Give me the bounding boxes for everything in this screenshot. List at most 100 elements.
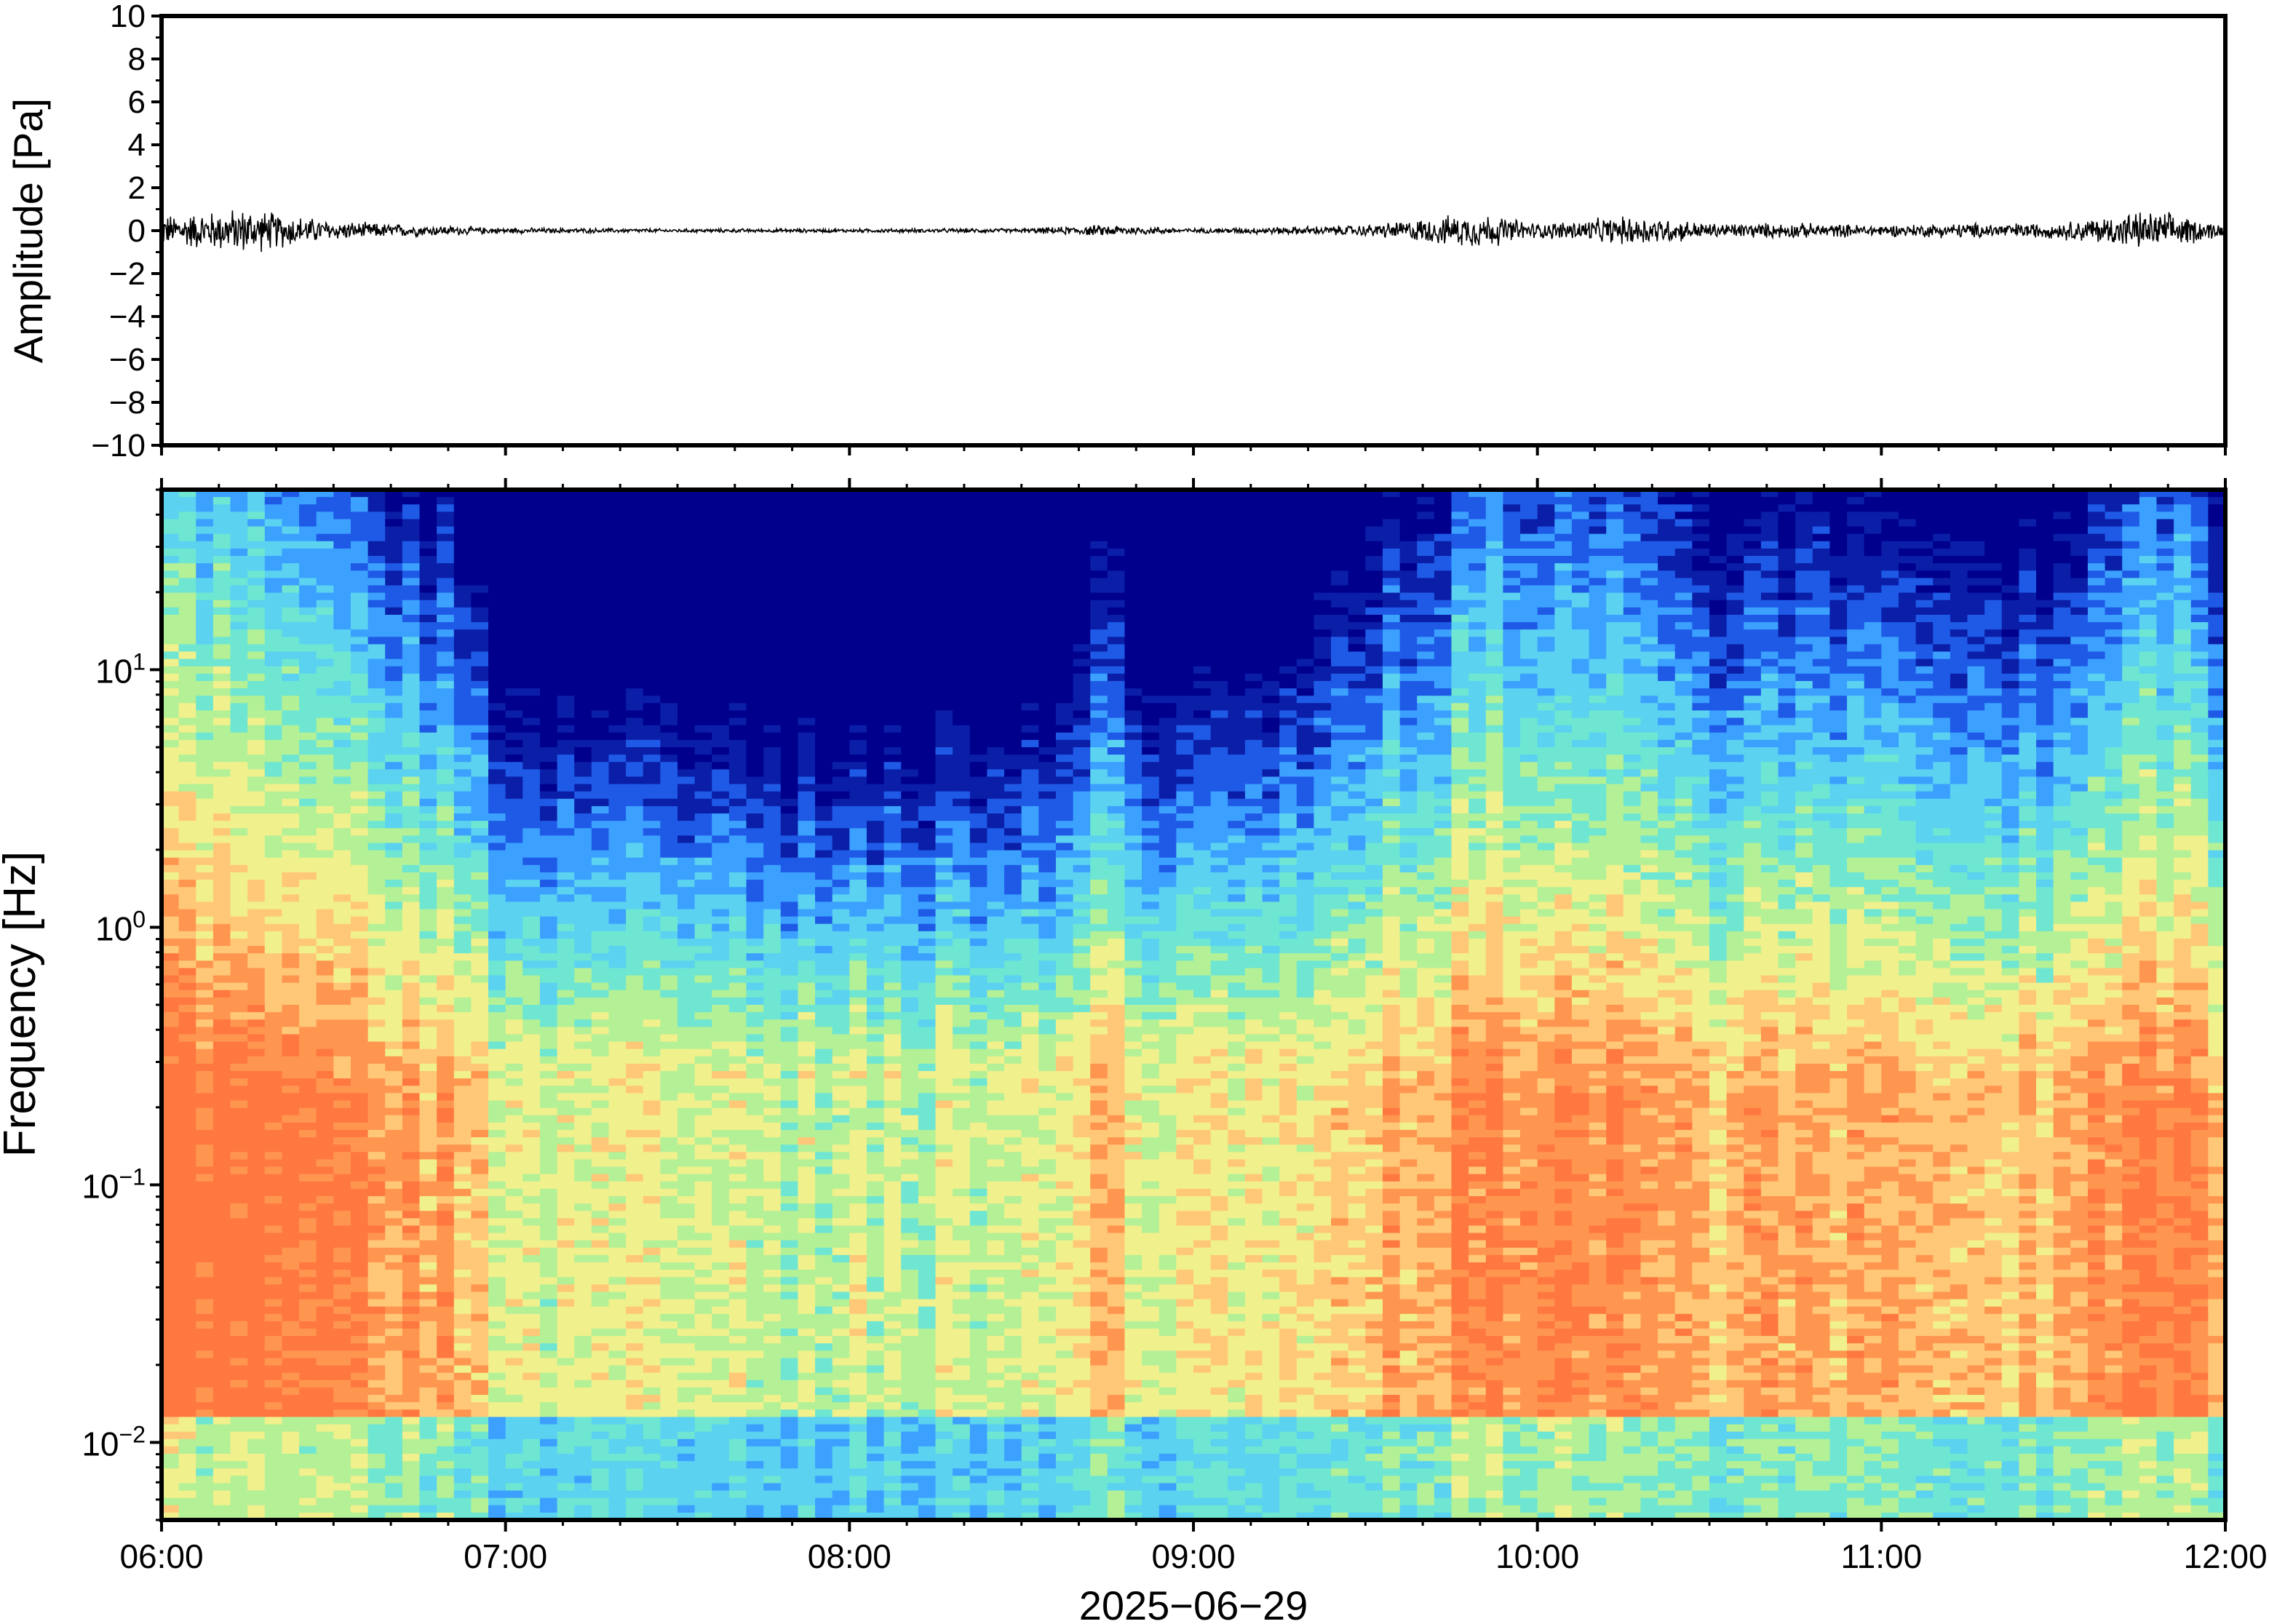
- spectrogram-cell: [453, 519, 472, 528]
- spectrogram-cell: [212, 909, 231, 918]
- spectrogram-cell: [522, 828, 541, 836]
- spectrogram-cell: [367, 1395, 386, 1403]
- spectrogram-cell: [746, 1034, 764, 1043]
- spectrogram-cell: [746, 909, 764, 918]
- spectrogram-cell: [471, 1387, 489, 1396]
- spectrogram-cell: [643, 1336, 661, 1344]
- spectrogram-cell: [608, 1225, 627, 1234]
- spectrogram-cell: [316, 1071, 334, 1079]
- spectrogram-cell: [299, 798, 317, 807]
- spectrogram-cell: [385, 556, 403, 564]
- spectrogram-cell: [643, 1417, 661, 1425]
- spectrogram-cell: [626, 710, 644, 719]
- spectrogram-cell: [574, 614, 592, 623]
- spectrogram-cell: [626, 1483, 644, 1492]
- spectrogram-cell: [333, 504, 351, 512]
- spectrogram-cell: [539, 1329, 558, 1337]
- spectrogram-cell: [437, 1453, 455, 1462]
- spectrogram-cell: [316, 1483, 334, 1492]
- spectrogram-cell: [522, 946, 541, 954]
- spectrogram-cell: [282, 1115, 300, 1123]
- spectrogram-cell: [557, 717, 575, 726]
- spectrogram-cell: [316, 1211, 334, 1219]
- spectrogram-cell: [367, 1284, 386, 1293]
- spectrogram-cell: [608, 960, 627, 969]
- spectrogram-cell: [677, 784, 696, 792]
- spectrogram-cell: [522, 1497, 541, 1506]
- spectrogram-cell: [677, 1203, 696, 1211]
- spectrogram-cell: [539, 990, 558, 998]
- spectrogram-cell: [712, 1387, 730, 1396]
- spectrogram-cell: [316, 1424, 334, 1433]
- spectrogram-cell: [333, 526, 351, 535]
- spectrogram-cell: [230, 725, 248, 733]
- spectrogram-cell: [230, 909, 248, 918]
- spectrogram-cell: [677, 1387, 696, 1396]
- spectrogram-cell: [591, 931, 610, 939]
- spectrogram-cell: [694, 526, 712, 535]
- spectrogram-cell: [316, 1291, 334, 1300]
- spectrogram-cell: [574, 1225, 592, 1234]
- spectrogram-cell: [419, 1284, 437, 1293]
- spectrogram-cell: [282, 1438, 300, 1447]
- spectrogram-cell: [557, 1086, 575, 1094]
- spectrogram-cell: [591, 1424, 610, 1433]
- spectrogram-cell: [746, 1424, 764, 1433]
- spectrogram-cell: [677, 1476, 696, 1484]
- spectrogram-cell: [488, 1262, 506, 1270]
- spectrogram-cell: [557, 644, 575, 653]
- spectrogram-cell: [522, 504, 541, 512]
- spectrogram-cell: [196, 717, 214, 726]
- spectrogram-cell: [694, 1247, 712, 1256]
- spectrogram-cell: [522, 578, 541, 586]
- spectrogram-cell: [488, 614, 506, 623]
- spectrogram-cell: [643, 1071, 661, 1079]
- spectrogram-cell: [522, 909, 541, 918]
- spectrogram-cell: [643, 784, 661, 792]
- spectrogram-cell: [660, 1313, 678, 1322]
- spectrogram-cell: [539, 666, 558, 674]
- spectrogram-cell: [162, 1211, 180, 1219]
- spectrogram-cell: [694, 533, 712, 542]
- spectrogram-cell: [626, 982, 644, 991]
- spectrogram-cell: [471, 1166, 489, 1175]
- spectrogram-cell: [333, 1497, 351, 1506]
- spectrogram-cell: [247, 850, 266, 859]
- spectrogram-cell: [522, 1005, 541, 1013]
- spectrogram-cell: [488, 880, 506, 888]
- spectrogram-cell: [196, 1218, 214, 1227]
- spectrogram-cell: [282, 1254, 300, 1263]
- spectrogram-cell: [694, 1306, 712, 1315]
- spectrogram-cell: [333, 622, 351, 630]
- spectrogram-cell: [212, 600, 231, 608]
- spectrogram-cell: [367, 894, 386, 902]
- spectrogram-cell: [230, 953, 248, 961]
- spectrogram-cell: [212, 1107, 231, 1116]
- spectrogram-cell: [539, 916, 558, 925]
- spectrogram-cell: [712, 1270, 730, 1278]
- spectrogram-cell: [626, 1107, 644, 1116]
- spectrogram-cell: [591, 526, 610, 535]
- spectrogram-cell: [557, 872, 575, 880]
- spectrogram-cell: [350, 1291, 369, 1300]
- spectrogram-cell: [196, 880, 214, 888]
- spectrogram-cell: [247, 1321, 266, 1329]
- spectrogram-cell: [264, 1329, 283, 1337]
- spectrogram-cell: [230, 1358, 248, 1366]
- spectrogram-cell: [247, 1159, 266, 1168]
- spectrogram-cell: [437, 688, 455, 696]
- spectrogram-cell: [367, 990, 386, 998]
- spectrogram-cell: [712, 585, 730, 594]
- spectrogram-cell: [677, 1107, 696, 1116]
- spectrogram-cell: [212, 1254, 231, 1263]
- spectrogram-cell: [367, 688, 386, 696]
- spectrogram-cell: [333, 968, 351, 976]
- spectrogram-cell: [539, 673, 558, 682]
- spectrogram-cell: [488, 732, 506, 741]
- spectrogram-cell: [712, 931, 730, 939]
- spectrogram-cell: [574, 1431, 592, 1440]
- spectrogram-cell: [591, 968, 610, 976]
- spectrogram-cell: [264, 1438, 283, 1447]
- spectrogram-cell: [488, 762, 506, 770]
- spectrogram-cell: [316, 1395, 334, 1403]
